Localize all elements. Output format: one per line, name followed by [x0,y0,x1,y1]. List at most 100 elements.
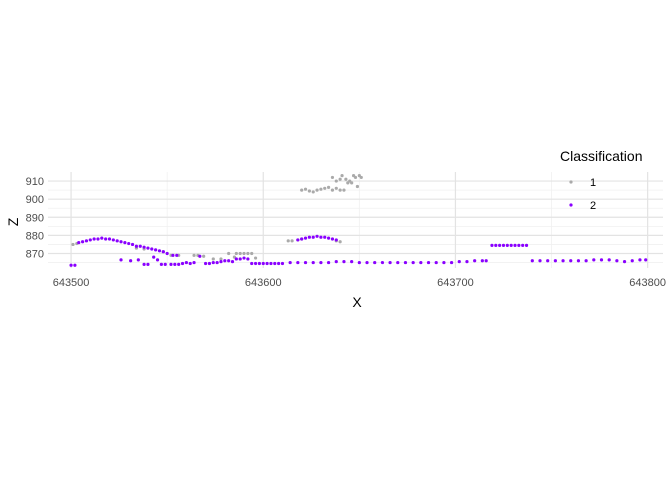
data-point-class-2 [100,236,104,240]
data-point-class-1 [250,251,254,256]
data-point-class-2 [315,234,319,238]
data-point-class-1 [242,251,246,256]
data-point-class-1 [330,175,335,180]
data-point-class-2 [403,260,408,265]
data-point-class-1 [344,177,348,181]
grid-major [48,172,663,268]
data-point-class-1 [350,181,354,185]
data-point-class-1 [202,254,206,258]
legend-title: Classification [560,148,642,164]
data-point-class-1 [353,175,358,180]
plot-panel [48,172,663,268]
data-point-class-2 [357,260,361,265]
data-point-class-2 [513,243,517,247]
data-point-class-1 [338,240,342,244]
data-point-class-2 [273,261,277,266]
x-tick-labels: 643500 643600 643700 643800 [53,277,666,289]
data-point-class-2 [154,248,158,252]
data-point-class-2 [494,243,498,247]
data-point-class-2 [296,238,300,242]
grid-minor [48,172,663,268]
data-point-class-2 [615,259,619,263]
data-point-class-2 [142,245,146,249]
data-point-class-2 [457,260,461,264]
data-point-class-2 [521,243,525,247]
data-point-class-2 [150,247,154,251]
data-point-class-2 [96,237,100,241]
data-point-class-2 [104,237,108,241]
data-point-class-2 [342,260,346,264]
data-point-class-2 [219,260,223,264]
y-tick-labels: 870 880 890 900 910 [26,176,44,260]
data-point-class-2 [288,260,292,265]
data-point-class-2 [296,260,300,265]
data-point-class-2 [211,260,215,265]
data-point-class-2 [277,261,281,266]
data-point-class-2 [280,261,285,266]
data-point-class-2 [326,236,331,240]
data-point-class-2 [576,259,581,263]
data-point-class-1 [253,256,258,260]
data-point-class-2 [365,260,369,265]
data-point-class-1 [211,257,215,261]
data-point-class-2 [177,262,181,266]
data-point-class-2 [538,259,542,263]
data-point-class-2 [250,261,254,266]
data-point-class-2 [303,236,308,240]
data-point-class-2 [175,253,179,257]
data-point-class-1 [340,174,344,178]
data-point-class-2 [123,241,127,245]
data-point-class-2 [584,259,588,263]
data-point-class-2 [388,260,392,265]
data-point-class-2 [311,260,315,265]
y-tick-label: 890 [26,212,44,224]
data-point-class-2 [319,235,323,239]
data-point-class-2 [77,241,81,245]
x-tick-label: 643800 [629,277,666,289]
data-point-class-2 [517,243,521,247]
data-point-class-2 [261,261,265,266]
data-point-class-1 [307,189,311,193]
data-point-class-2 [569,259,573,263]
data-point-class-2 [505,243,509,247]
data-point-class-2 [155,258,160,262]
data-point-class-2 [157,249,162,253]
data-point-class-2 [203,261,208,266]
data-point-class-2 [592,258,596,262]
data-point-class-2 [326,260,331,265]
data-point-class-2 [269,261,273,266]
data-point-class-2 [334,260,338,264]
data-point-class-2 [330,237,335,241]
data-point-class-2 [480,259,484,263]
legend-key-1 [569,180,573,184]
data-point-class-2 [253,261,258,266]
data-point-class-1 [303,187,308,191]
data-point-class-2 [380,260,385,265]
data-point-class-2 [411,260,415,265]
x-tick-label: 643500 [53,277,90,289]
data-point-class-2 [134,244,139,248]
data-point-class-2 [119,240,123,244]
data-point-class-1 [338,188,342,192]
data-point-class-2 [473,259,477,263]
data-point-class-2 [88,238,92,242]
data-point-class-1 [227,251,231,256]
data-point-class-2 [171,253,175,257]
data-point-class-1 [330,188,335,192]
data-point-class-2 [169,262,173,266]
data-point-class-2 [119,258,123,262]
data-point-class-2 [130,242,135,247]
data-point-class-1 [246,251,250,256]
data-point-class-1 [219,257,223,261]
data-point-class-2 [300,237,304,241]
data-point-class-2 [465,260,469,264]
data-point-class-1 [326,185,331,189]
data-point-class-2 [434,260,438,265]
data-point-class-2 [509,243,513,247]
data-point-class-2 [265,261,269,266]
x-tick-label: 643600 [245,277,282,289]
y-tick-label: 910 [26,176,44,188]
data-point-class-2 [136,258,140,262]
data-point-class-1 [311,190,315,194]
data-point-class-1 [355,184,360,189]
